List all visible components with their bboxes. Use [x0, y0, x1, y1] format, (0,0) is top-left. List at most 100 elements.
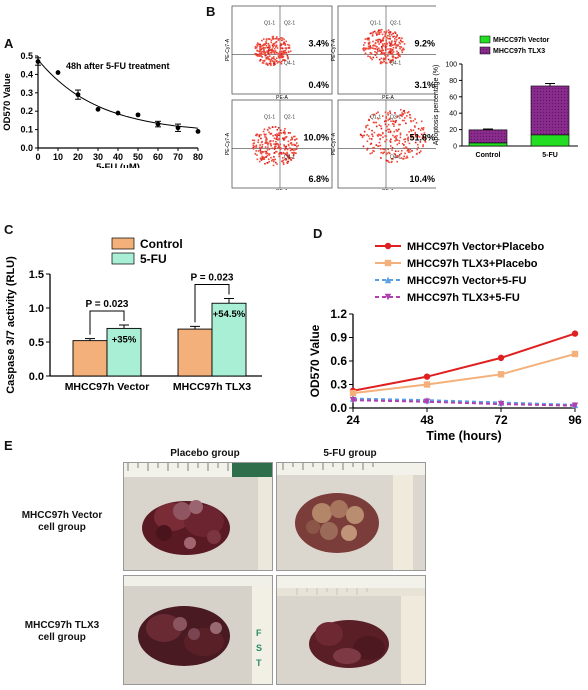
flow-event — [277, 127, 280, 129]
flow-event — [384, 111, 387, 114]
flow-event — [258, 135, 261, 138]
flow-event — [387, 55, 389, 57]
flow-event — [363, 49, 365, 52]
flow-event — [407, 148, 409, 151]
flow-event — [388, 117, 391, 120]
flow-event — [284, 127, 286, 130]
flow-event — [392, 158, 394, 160]
flow-event — [380, 134, 382, 137]
flow-event — [275, 37, 278, 40]
flow-event — [394, 40, 397, 43]
flow-event — [271, 48, 273, 50]
flow-event — [392, 56, 394, 59]
flow-event — [279, 38, 281, 41]
flow-event — [402, 40, 404, 43]
flow-event — [284, 131, 286, 134]
flow-event — [259, 52, 261, 55]
flow-event — [387, 131, 390, 133]
flow-event — [283, 139, 285, 141]
flow-event — [261, 53, 264, 55]
flow-event — [400, 46, 403, 48]
flow-event — [393, 35, 395, 38]
flow-event — [367, 45, 370, 48]
a-x-tick-label: 60 — [153, 152, 163, 162]
flow-event — [374, 50, 376, 53]
flow-event — [403, 155, 406, 158]
flow-event — [367, 37, 369, 40]
flow-event — [404, 152, 406, 155]
flow-event — [394, 31, 396, 33]
flow-event — [268, 44, 271, 47]
flow-event — [273, 159, 275, 161]
flow-event — [372, 44, 374, 47]
flow-event — [279, 148, 282, 151]
flow-event — [275, 44, 278, 47]
flow-event — [268, 58, 271, 61]
flow-event — [285, 47, 288, 49]
flow-event — [392, 46, 395, 49]
flow-event — [392, 51, 395, 53]
flow-y-axis-label: PE-Cy7-A — [331, 132, 337, 155]
flow-event — [270, 144, 272, 147]
flow-event — [365, 47, 367, 50]
flow-event — [391, 44, 394, 47]
a-x-label: 5-FU (μM) — [96, 162, 140, 168]
flow-event — [259, 46, 261, 48]
d-series-line — [352, 352, 576, 395]
flow-event — [274, 51, 276, 53]
flow-event — [283, 38, 285, 41]
flow-event — [266, 162, 269, 164]
c-bar — [72, 340, 108, 377]
flow-event — [379, 144, 382, 147]
flow-event — [281, 39, 283, 42]
flow-event — [252, 148, 255, 150]
flow-event — [384, 62, 387, 64]
a-data-point — [55, 70, 61, 75]
flow-event — [268, 148, 271, 151]
flow-event — [400, 40, 403, 43]
flow-event — [254, 47, 257, 50]
a-y-tick-label: 0.1 — [20, 125, 33, 135]
flow-event — [387, 148, 389, 151]
flow-event — [259, 43, 261, 46]
flow-event — [278, 56, 280, 59]
a-x-tick-label: 0 — [35, 152, 40, 162]
flow-event — [294, 135, 296, 138]
flow-event — [265, 133, 267, 136]
flow-event — [289, 147, 291, 149]
d-x-tick-label: 96 — [568, 413, 582, 427]
flow-quadrant-label: Q4-1 — [390, 154, 401, 160]
flow-event — [283, 145, 286, 147]
flow-event — [394, 120, 396, 123]
flow-upper-right-value: 3.4% — [308, 38, 329, 48]
flow-event — [415, 153, 418, 155]
flow-event — [266, 152, 269, 155]
flow-event — [399, 133, 402, 136]
d-data-point — [384, 259, 392, 267]
flow-event — [268, 154, 271, 156]
flow-event — [273, 42, 276, 45]
flow-event — [396, 38, 398, 41]
flow-event — [378, 33, 380, 35]
flow-event — [414, 118, 416, 120]
flow-event — [274, 50, 277, 52]
flow-event — [276, 139, 279, 141]
flow-event — [378, 43, 380, 45]
flow-event — [401, 51, 404, 54]
flow-event — [255, 146, 258, 148]
flow-event — [287, 154, 290, 157]
flow-event — [291, 148, 293, 151]
flow-event — [264, 47, 266, 49]
flow-event — [368, 37, 370, 39]
flow-event — [385, 138, 388, 141]
flow-event — [401, 48, 404, 51]
flow-event — [258, 160, 261, 163]
flow-event — [401, 113, 404, 116]
flow-event — [394, 32, 397, 35]
flow-event — [261, 143, 264, 146]
flow-event — [264, 53, 267, 56]
a-data-point — [75, 92, 81, 98]
flow-event — [409, 151, 411, 153]
flow-event — [274, 147, 276, 150]
flow-event — [277, 55, 280, 57]
